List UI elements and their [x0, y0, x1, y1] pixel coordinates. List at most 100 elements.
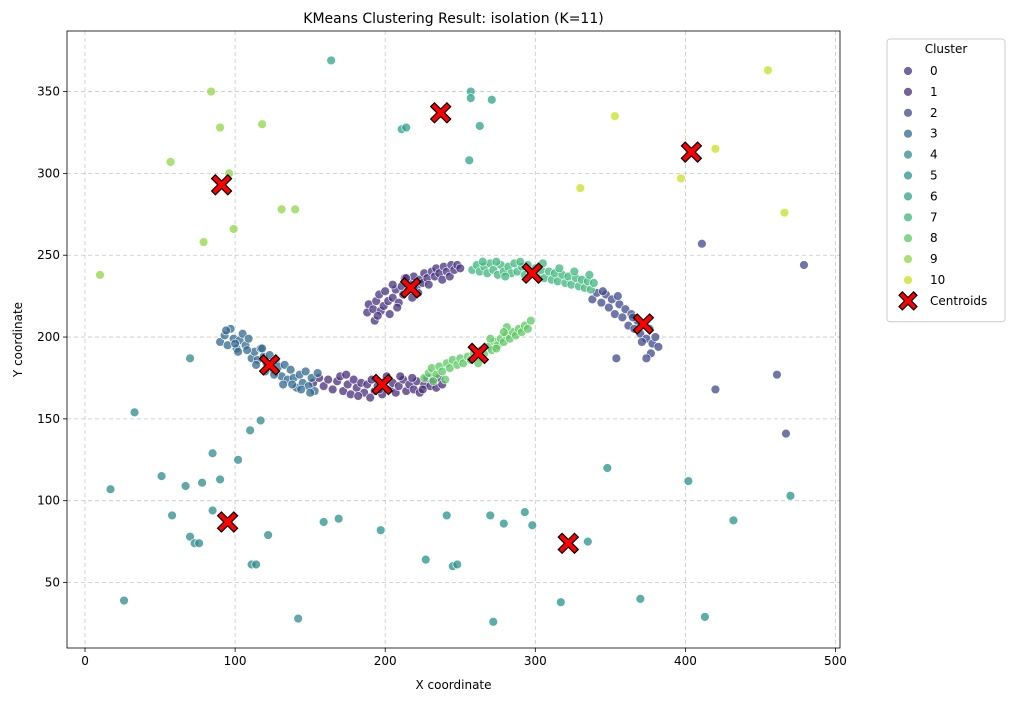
legend-label-3: 3: [930, 127, 938, 141]
cluster-7-point: [554, 263, 565, 274]
cluster-9-point: [276, 204, 287, 215]
cluster-2-point: [598, 286, 608, 296]
cluster-9-point: [228, 224, 239, 234]
cluster-2-point: [604, 302, 614, 313]
cluster-3-point: [312, 368, 323, 378]
y-tick-label: 350: [37, 85, 60, 99]
legend-label-7: 7: [930, 210, 938, 224]
cluster-5-point: [318, 517, 329, 527]
cluster-7-point: [500, 271, 510, 282]
cluster-5-point: [728, 515, 739, 526]
cluster-3-point: [300, 366, 311, 377]
legend-label-2: 2: [930, 106, 938, 120]
legend-label-4: 4: [930, 148, 938, 162]
data-points: [95, 55, 809, 627]
cluster-6-point: [466, 93, 476, 103]
legend-label-10: 10: [930, 273, 945, 287]
cluster-3-point: [243, 333, 254, 344]
cluster-5-point: [785, 491, 796, 501]
cluster-10-point: [763, 65, 773, 75]
cluster-4-point: [167, 510, 177, 521]
legend-items: 0 1 2 3 4 5 6 7 8 9 10 Centroids: [898, 64, 987, 311]
cluster-5-point: [485, 510, 495, 521]
cluster-10-point: [610, 111, 620, 121]
cluster-5-point: [683, 476, 694, 486]
cluster-5-point: [556, 597, 566, 607]
cluster-5-point: [452, 559, 462, 570]
cluster-4-point: [194, 538, 204, 548]
cluster-9-point: [198, 237, 209, 247]
cluster-1-point: [407, 373, 417, 383]
cluster-0-point: [388, 279, 398, 290]
cluster-5-point: [520, 507, 530, 517]
cluster-10-point: [676, 173, 686, 183]
cluster-1-point: [365, 392, 375, 403]
cluster-3-point: [257, 343, 267, 354]
cluster-10-point: [575, 183, 586, 193]
legend-label-centroids: Centroids: [930, 294, 987, 308]
cluster-1-point: [395, 371, 405, 382]
cluster-2-point: [587, 294, 598, 305]
cluster-4-point: [245, 425, 255, 436]
cluster-6-point: [464, 155, 474, 165]
cluster-0-point: [373, 311, 383, 321]
cluster-4-point: [129, 407, 140, 418]
cluster-2-point: [710, 384, 721, 395]
cluster-1-point: [394, 381, 404, 391]
legend-marker-5: [903, 170, 913, 181]
cluster-6-point: [401, 122, 411, 133]
cluster-8-point: [440, 374, 450, 385]
y-tick-label: 250: [37, 248, 60, 262]
legend-marker-7: [903, 212, 913, 223]
centroid-marker: [557, 532, 580, 555]
legend-marker-2: [903, 108, 913, 118]
cluster-2-point: [596, 297, 607, 308]
cluster-8-point: [485, 333, 495, 344]
legend-title: Cluster: [925, 42, 968, 56]
centroid-marker: [521, 262, 544, 285]
cluster-4-point: [293, 613, 303, 624]
cluster-2-point: [650, 332, 661, 342]
cluster-8-point: [499, 327, 509, 337]
centroid-marker: [399, 277, 422, 299]
cluster-4-point: [180, 481, 191, 491]
centroid-marker: [632, 313, 655, 335]
cluster-2-point: [611, 353, 622, 364]
cluster-6-point: [487, 95, 497, 105]
cluster-4-point: [207, 505, 218, 516]
cluster-1-point: [353, 391, 363, 401]
cluster-3-point: [278, 379, 288, 390]
cluster-0-point: [424, 279, 434, 290]
cluster-9-point: [215, 122, 225, 133]
cluster-2-point: [637, 337, 647, 347]
legend-label-6: 6: [930, 189, 938, 203]
cluster-3-point: [285, 365, 296, 375]
legend-marker-8: [903, 233, 913, 243]
legend-marker-4: [903, 149, 913, 160]
centroid-marker: [258, 354, 281, 376]
cluster-5-point: [488, 617, 498, 627]
cluster-3-point: [287, 379, 297, 390]
centroid-marker: [467, 342, 490, 365]
cluster-3-point: [230, 338, 240, 349]
cluster-5-point: [527, 520, 538, 530]
cluster-8-point: [491, 343, 501, 354]
cluster-3-point: [305, 387, 315, 398]
cluster-1-point: [323, 374, 333, 385]
cluster-2-point: [653, 342, 664, 352]
centroid-marker: [429, 101, 452, 124]
legend-label-8: 8: [930, 231, 938, 245]
legend-marker-0: [903, 66, 913, 76]
cluster-5-point: [376, 525, 386, 535]
cluster-6-point: [326, 55, 336, 66]
cluster-7-point: [589, 278, 599, 288]
cluster-7-point: [584, 270, 595, 280]
centroid-marker: [210, 173, 233, 196]
legend-label-9: 9: [930, 252, 938, 266]
cluster-4-point: [255, 415, 266, 426]
cluster-2-point: [772, 369, 782, 380]
legend-marker-6: [903, 191, 913, 202]
cluster-4-point: [119, 595, 129, 606]
chart-title: KMeans Clustering Result: isolation (K=1…: [303, 11, 603, 27]
cluster-7-point: [478, 257, 488, 267]
